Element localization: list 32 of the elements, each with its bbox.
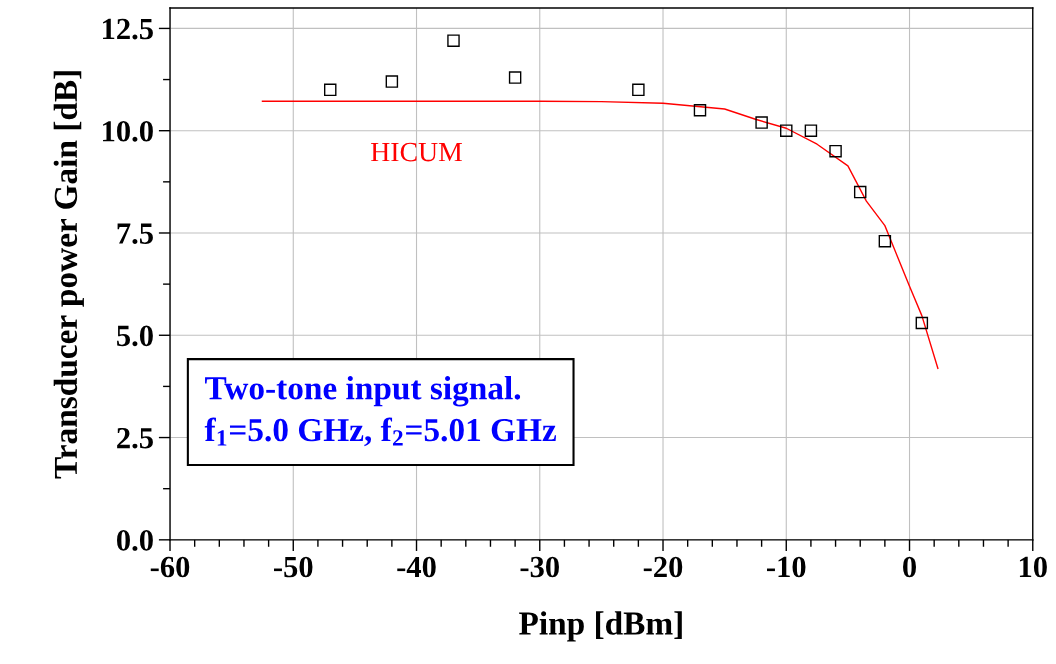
point	[385, 75, 399, 88]
point	[323, 83, 337, 97]
y-tick-label: 7.5	[117, 223, 153, 245]
point	[878, 234, 892, 248]
y-tick-label: 5.0	[117, 325, 153, 347]
y-tick-label: 0.0	[117, 530, 153, 551]
series-label: HICUM	[371, 142, 462, 162]
y-tick-label: 2.5	[117, 427, 153, 449]
point	[447, 34, 460, 47]
point	[632, 83, 645, 97]
line-series	[261, 100, 939, 370]
x-tick-label: 10	[1019, 556, 1047, 578]
point	[829, 144, 842, 158]
point	[780, 124, 793, 137]
x-axis-title: Pinp [dBm]	[519, 611, 682, 642]
y-tick-label: 10.0	[103, 120, 153, 142]
x-tick-label: 0	[903, 556, 916, 578]
point	[915, 316, 929, 330]
y-tick-label: 12.5	[103, 18, 153, 40]
y-axis-title: Transducer power Gain [dB]	[53, 71, 84, 479]
point	[693, 103, 707, 117]
x-tick-label: -30	[520, 556, 559, 578]
point	[508, 71, 522, 84]
point	[853, 185, 867, 199]
x-tick-label: -50	[274, 556, 313, 578]
x-tick-label: -20	[643, 556, 683, 578]
point	[755, 116, 768, 129]
x-tick-label: -10	[767, 556, 806, 578]
x-tick-label: -60	[150, 556, 190, 578]
annotation: Two-tone input signal. f$_{1}$=5.0 GHz, f$_{2}$=5.01 GHz	[204, 376, 557, 447]
x-tick-label: -40	[397, 556, 436, 578]
point	[804, 124, 818, 137]
